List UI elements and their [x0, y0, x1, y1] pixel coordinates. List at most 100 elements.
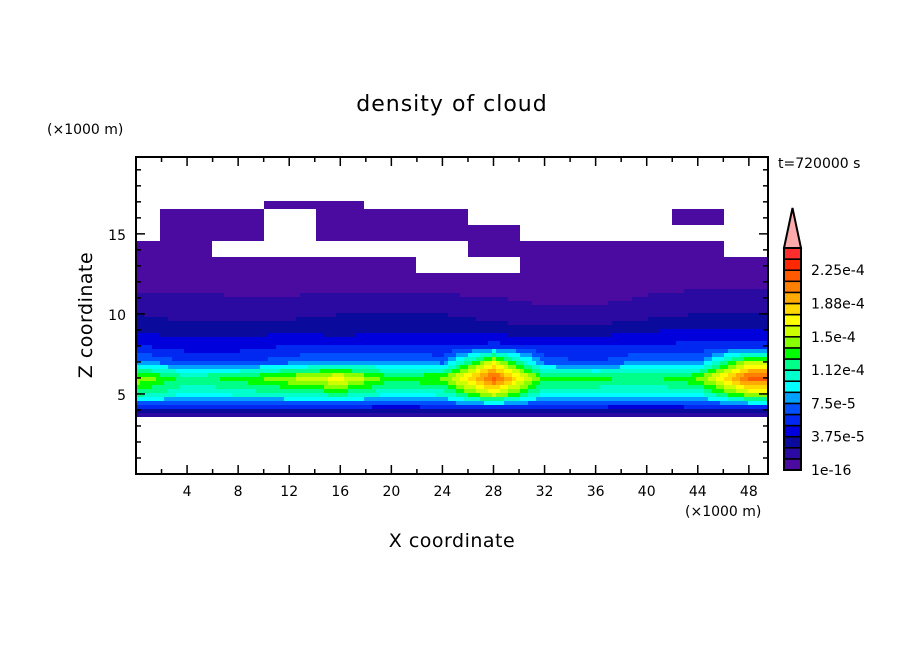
heatmap-cell: [616, 345, 620, 349]
heatmap-cell: [192, 289, 196, 293]
heatmap-cell: [404, 341, 408, 345]
heatmap-cell: [168, 273, 172, 277]
heatmap-cell: [532, 257, 536, 261]
heatmap-cell: [192, 269, 196, 273]
heatmap-cell: [736, 297, 740, 301]
heatmap-cell: [172, 321, 176, 325]
heatmap-cell: [696, 329, 700, 333]
heatmap-cell: [140, 297, 144, 301]
heatmap-cell: [480, 321, 484, 325]
heatmap-cell: [228, 269, 232, 273]
heatmap-cell: [504, 241, 508, 245]
heatmap-cell: [432, 337, 436, 341]
heatmap-cell: [436, 329, 440, 333]
heatmap-cell: [192, 337, 196, 341]
heatmap-cell: [356, 309, 360, 313]
heatmap-cell: [372, 209, 376, 213]
heatmap-cell: [340, 289, 344, 293]
heatmap-cell: [740, 329, 744, 333]
heatmap-cell: [728, 329, 732, 333]
heatmap-cell: [184, 321, 188, 325]
heatmap-cell: [316, 317, 320, 321]
heatmap-cell: [580, 341, 584, 345]
heatmap-cell: [312, 261, 316, 265]
heatmap-cell: [496, 277, 500, 281]
heatmap-cell: [520, 261, 524, 265]
heatmap-cell: [520, 349, 524, 353]
heatmap-cell: [276, 313, 280, 317]
heatmap-cell: [640, 301, 644, 305]
heatmap-cell: [264, 285, 268, 289]
heatmap-cell: [360, 337, 364, 341]
heatmap-cell: [272, 321, 276, 325]
heatmap-cell: [668, 341, 672, 345]
heatmap-cell: [716, 265, 720, 269]
heatmap-cell: [464, 353, 468, 357]
heatmap-cell: [260, 309, 264, 313]
heatmap-cell: [724, 333, 728, 337]
heatmap-cell: [492, 345, 496, 349]
heatmap-cell: [268, 305, 272, 309]
heatmap-cell: [148, 321, 152, 325]
heatmap-cell: [680, 277, 684, 281]
heatmap-cell: [672, 213, 676, 217]
heatmap-cell: [700, 285, 704, 289]
heatmap-cell: [368, 321, 372, 325]
heatmap-cell: [288, 353, 292, 357]
heatmap-cell: [228, 349, 232, 353]
heatmap-cell: [284, 313, 288, 317]
heatmap-cell: [568, 333, 572, 337]
heatmap-cell: [260, 289, 264, 293]
heatmap-cell: [372, 301, 376, 305]
heatmap-cell: [148, 349, 152, 353]
heatmap-cell: [500, 301, 504, 305]
heatmap-cell: [236, 321, 240, 325]
heatmap-cell: [596, 341, 600, 345]
heatmap-cell: [756, 269, 760, 273]
heatmap-cell: [272, 309, 276, 313]
heatmap-cell: [752, 353, 756, 357]
heatmap-cell: [276, 337, 280, 341]
heatmap-cell: [492, 309, 496, 313]
heatmap-cell: [356, 293, 360, 297]
heatmap-cell: [552, 321, 556, 325]
heatmap-cell: [180, 337, 184, 341]
heatmap-cell: [184, 301, 188, 305]
heatmap-cell: [516, 229, 520, 233]
heatmap-cell: [208, 249, 212, 253]
heatmap-cell: [680, 297, 684, 301]
heatmap-cell: [744, 301, 748, 305]
heatmap-cell: [724, 285, 728, 289]
heatmap-cell: [328, 237, 332, 241]
heatmap-cell: [532, 289, 536, 293]
heatmap-cell: [432, 321, 436, 325]
heatmap-cell: [480, 301, 484, 305]
heatmap-cell: [208, 297, 212, 301]
heatmap-cell: [400, 289, 404, 293]
heatmap-cell: [664, 345, 668, 349]
heatmap-cell: [332, 357, 336, 361]
heatmap-cell: [204, 357, 208, 361]
heatmap-cell: [696, 253, 700, 257]
heatmap-cell: [628, 317, 632, 321]
heatmap-cell: [644, 241, 648, 245]
heatmap-cell: [588, 305, 592, 309]
heatmap-cell: [252, 353, 256, 357]
heatmap-cell: [672, 329, 676, 333]
heatmap-cell: [692, 277, 696, 281]
heatmap-cell: [508, 245, 512, 249]
heatmap-cell: [140, 245, 144, 249]
heatmap-cell: [192, 317, 196, 321]
heatmap-cell: [476, 337, 480, 341]
heatmap-cell: [196, 225, 200, 229]
heatmap-cell: [492, 333, 496, 337]
heatmap-cell: [580, 293, 584, 297]
heatmap-cell: [160, 285, 164, 289]
heatmap-cell: [480, 297, 484, 301]
heatmap-cell: [420, 285, 424, 289]
heatmap-cell: [604, 241, 608, 245]
heatmap-cell: [388, 277, 392, 281]
heatmap-cell: [584, 309, 588, 313]
heatmap-cell: [200, 321, 204, 325]
heatmap-cell: [444, 273, 448, 277]
